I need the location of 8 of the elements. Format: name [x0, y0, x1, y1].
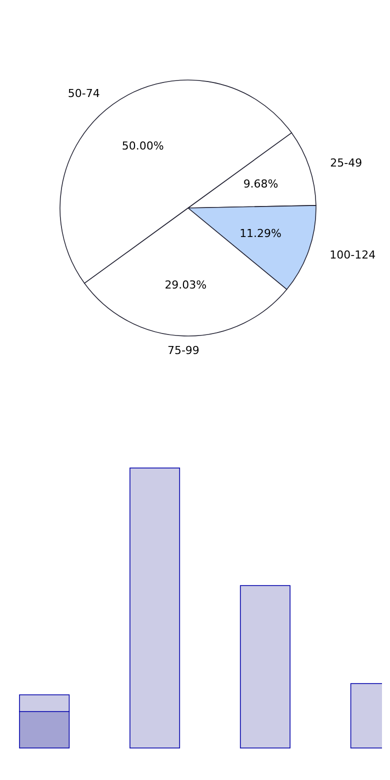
data-label: 11.29% [240, 227, 282, 240]
data-label: 50.00% [122, 140, 164, 153]
slice-label: 100-124 [330, 248, 376, 262]
data-label: 9.68% [243, 177, 278, 190]
slice-label: 50-74 [68, 86, 100, 100]
slice-label: 25-49 [330, 156, 362, 170]
slice-label: 75-99 [167, 344, 200, 357]
data-label: 29.03% [164, 278, 207, 292]
